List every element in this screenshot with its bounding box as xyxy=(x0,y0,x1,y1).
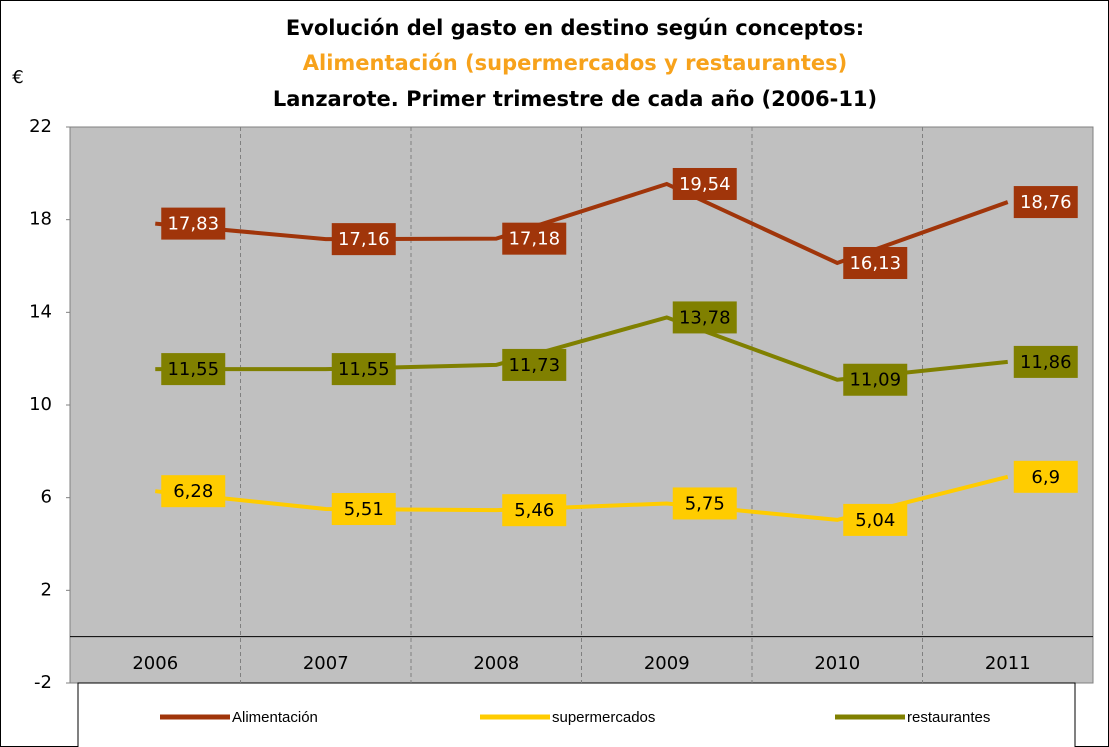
data-label-box xyxy=(331,493,396,526)
legend-box xyxy=(77,682,1076,747)
data-label-box xyxy=(502,348,567,381)
data-label: 5,51 xyxy=(344,499,384,520)
chart-subtitle: Lanzarote. Primer trimestre de cada año … xyxy=(273,87,877,111)
legend-label: supermercados xyxy=(552,709,655,726)
y-tick-label: 2 xyxy=(41,579,52,600)
data-label: 13,78 xyxy=(679,307,731,328)
data-label-box xyxy=(843,363,908,396)
data-label: 6,9 xyxy=(1031,467,1060,488)
x-tick-label: 2011 xyxy=(985,653,1031,674)
data-label-box xyxy=(1013,186,1078,219)
data-label: 5,75 xyxy=(685,493,725,514)
data-label: 6,28 xyxy=(173,481,213,502)
x-tick-label: 2010 xyxy=(814,653,860,674)
data-label-box xyxy=(502,494,567,527)
data-label-box xyxy=(843,246,908,279)
chart-title: Evolución del gasto en destino según con… xyxy=(286,16,864,40)
data-label-box xyxy=(672,301,737,334)
x-tick-label: 2008 xyxy=(473,653,519,674)
x-tick-label: 2007 xyxy=(303,653,349,674)
data-label: 5,04 xyxy=(855,510,895,531)
legend-label: restaurantes xyxy=(907,709,990,726)
data-label: 11,09 xyxy=(849,370,901,391)
y-tick-label: 22 xyxy=(29,116,52,137)
y-tick-label: 18 xyxy=(29,209,52,230)
y-axis-label: € xyxy=(12,67,23,88)
data-label-box xyxy=(502,222,567,255)
data-label: 17,83 xyxy=(167,214,219,235)
data-label-box xyxy=(1013,460,1078,493)
data-label-box xyxy=(161,475,226,508)
data-label-box xyxy=(161,353,226,386)
data-label-box xyxy=(843,503,908,536)
y-tick-label: 10 xyxy=(29,394,52,415)
data-label-box xyxy=(672,487,737,520)
data-label: 11,73 xyxy=(508,355,560,376)
data-label: 19,54 xyxy=(679,174,731,195)
data-label: 11,86 xyxy=(1020,352,1072,373)
data-label: 11,55 xyxy=(167,359,219,380)
data-label-box xyxy=(331,223,396,256)
data-label: 5,46 xyxy=(514,500,554,521)
data-label-box xyxy=(1013,345,1078,378)
chart-subtitle: Alimentación (supermercados y restaurant… xyxy=(303,51,847,75)
data-label: 18,76 xyxy=(1020,192,1072,213)
data-label-box xyxy=(331,353,396,386)
data-label-box xyxy=(672,167,737,200)
data-label: 17,16 xyxy=(338,229,390,250)
data-label: 17,18 xyxy=(508,229,560,250)
y-tick-label: -2 xyxy=(34,672,52,693)
x-tick-label: 2009 xyxy=(644,653,690,674)
data-label: 11,55 xyxy=(338,359,390,380)
y-tick-label: 14 xyxy=(29,301,52,322)
data-label-box xyxy=(161,207,226,240)
x-tick-label: 2006 xyxy=(132,653,178,674)
y-tick-label: 6 xyxy=(41,487,52,508)
legend-label: Alimentación xyxy=(232,709,318,726)
data-label: 16,13 xyxy=(849,253,901,274)
